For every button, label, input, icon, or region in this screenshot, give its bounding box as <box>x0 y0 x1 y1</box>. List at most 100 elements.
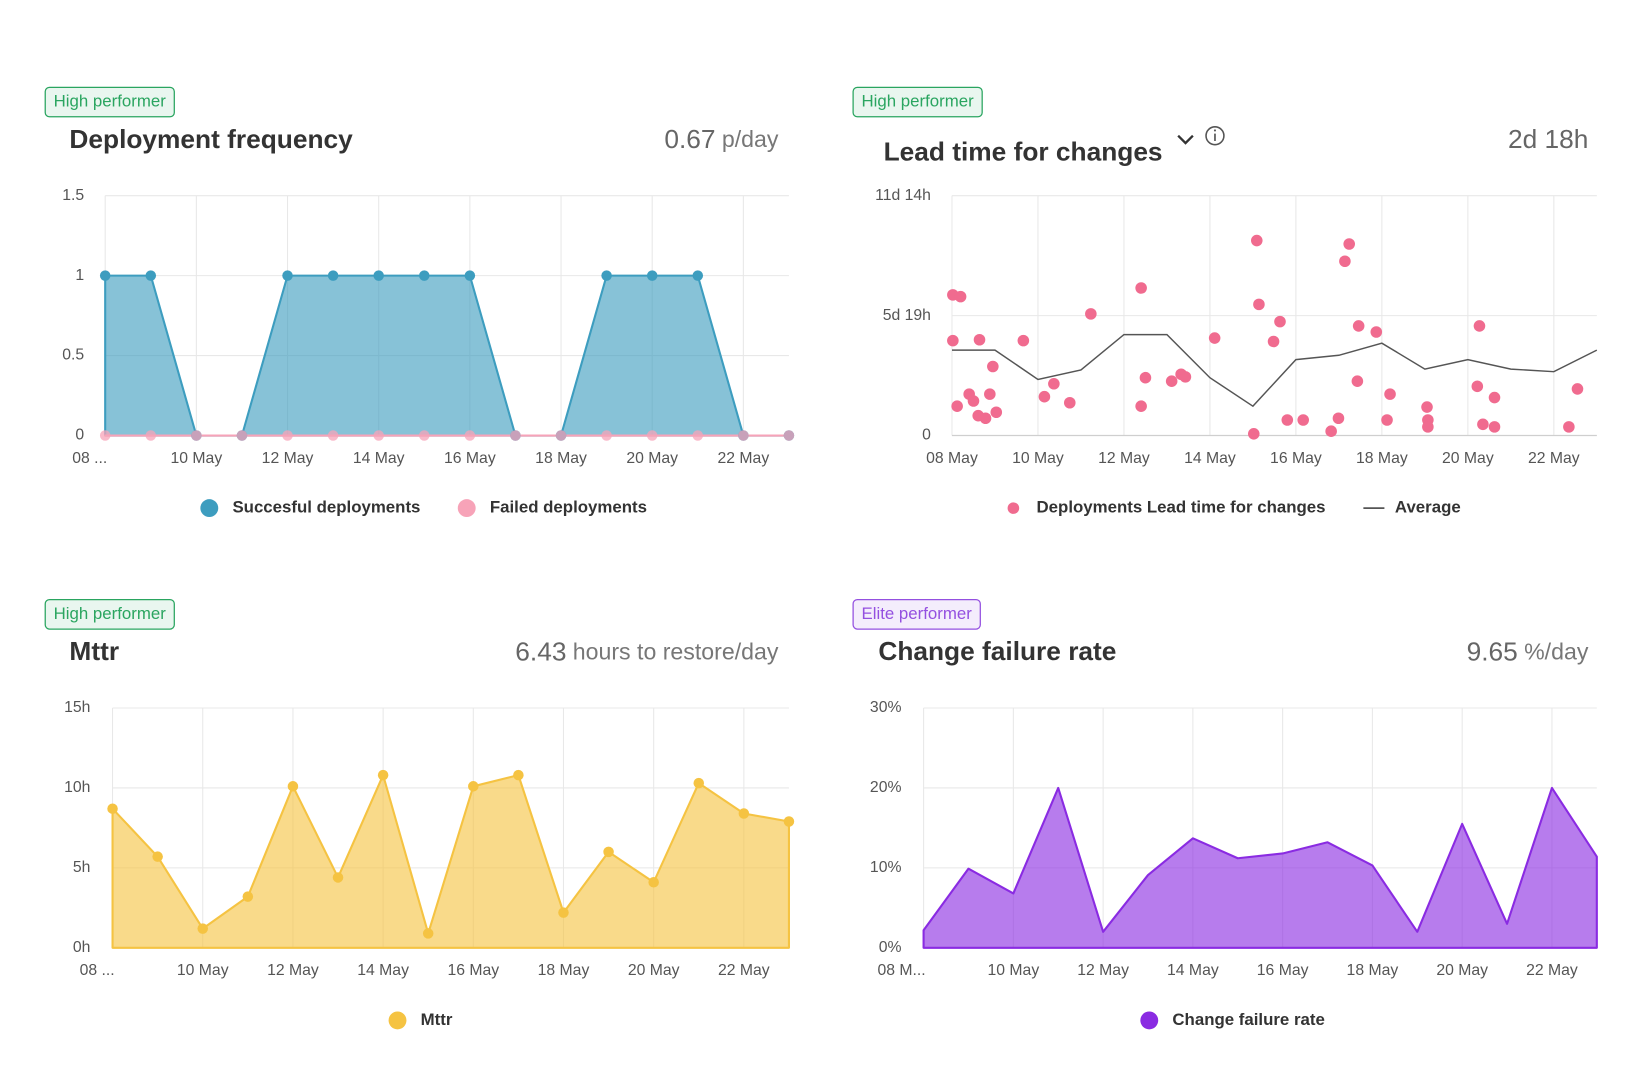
point <box>1325 425 1337 437</box>
point <box>692 430 704 441</box>
point <box>951 400 963 412</box>
x-tick-label: 22 May <box>718 450 770 467</box>
point <box>1471 380 1484 393</box>
point <box>287 781 299 792</box>
summary-value: 6.43 <box>515 636 566 666</box>
legend-marker <box>1007 502 1020 514</box>
y-tick-label: 20% <box>870 779 902 796</box>
summary-value: 9.65 <box>1467 636 1518 666</box>
point <box>145 430 157 441</box>
x-tick-label: 08 ... <box>80 962 115 979</box>
chart-panel: High performer Mttr 6.43 hours to restore/d… <box>44 598 795 1030</box>
badge <box>44 86 175 118</box>
point <box>1179 371 1192 383</box>
summary-unit: p/day <box>722 126 779 152</box>
point <box>1247 428 1260 440</box>
point <box>558 907 569 918</box>
summary-value: 0.67 <box>664 124 715 154</box>
x-tick-label: 20 May <box>626 450 678 467</box>
point <box>738 430 749 441</box>
chart-title: Lead time for changes <box>884 137 1163 167</box>
point <box>648 876 659 888</box>
x-tick-label: 10 May <box>1012 450 1064 467</box>
y-tick-label: 0% <box>879 939 902 956</box>
point <box>692 270 704 281</box>
x-tick-label: 12 May <box>1077 962 1129 979</box>
x-tick-label: 16 May <box>1257 962 1309 979</box>
point <box>1139 371 1152 384</box>
point <box>99 430 111 441</box>
x-tick-label: 20 May <box>628 962 680 979</box>
point <box>601 270 612 281</box>
point <box>1063 396 1076 409</box>
x-tick-label: 12 May <box>262 450 314 467</box>
point <box>1488 391 1501 404</box>
point <box>954 290 967 303</box>
x-tick-label: 16 May <box>1270 450 1322 467</box>
badge <box>852 86 983 118</box>
point <box>601 430 612 441</box>
point <box>510 430 521 441</box>
y-tick-label: 15h <box>64 699 90 716</box>
point <box>1571 383 1584 395</box>
point <box>603 846 614 858</box>
point <box>1135 282 1147 294</box>
x-tick-label: 22 May <box>1528 450 1580 467</box>
point <box>1477 418 1489 431</box>
point <box>1473 320 1486 332</box>
chart-title: Change failure rate <box>878 636 1116 666</box>
point <box>1038 390 1051 403</box>
chart-panel: High performer Lead time for changes 2d 18… <box>852 86 1598 517</box>
y-tick-label: 0 <box>922 427 931 444</box>
point <box>555 430 567 441</box>
info-icon[interactable] <box>1205 125 1225 146</box>
legend-item: Average <box>1363 498 1461 517</box>
legend-item: Change failure rate <box>1140 1010 1325 1030</box>
summary-unit: %/day <box>1524 638 1589 664</box>
y-tick-label: 30% <box>870 699 902 716</box>
legend-label: Succesful deployments <box>232 498 420 517</box>
legend-item: Failed deployments <box>457 498 647 518</box>
point <box>464 430 476 441</box>
legend-item: Deployments Lead time for changes <box>1007 498 1326 517</box>
dropdown-chevron[interactable] <box>1177 134 1194 145</box>
point <box>1488 421 1501 433</box>
legend-label: Change failure rate <box>1172 1010 1324 1029</box>
x-tick-label: 10 May <box>177 962 229 979</box>
x-tick-label: 18 May <box>538 962 590 979</box>
y-tick-label: 10h <box>64 779 90 796</box>
x-tick-label: 08 May <box>926 450 978 467</box>
y-tick-label: 0.5 <box>62 347 84 364</box>
point <box>1351 375 1364 387</box>
point <box>1085 308 1097 320</box>
point <box>1017 334 1030 347</box>
x-tick-label: 16 May <box>444 450 496 467</box>
average-line <box>951 333 1598 408</box>
badge-label: High performer <box>54 604 167 623</box>
point <box>1250 234 1263 247</box>
point <box>332 872 344 883</box>
legend-item: Mttr <box>388 1010 453 1030</box>
area <box>111 774 790 949</box>
y-tick-label: 1 <box>75 267 84 284</box>
badge-label: High performer <box>54 92 167 111</box>
summary: 0.67 p/day <box>664 124 778 154</box>
badge-label: High performer <box>862 92 975 111</box>
point <box>1332 412 1345 425</box>
x-tick-label: 18 May <box>1347 962 1399 979</box>
point <box>242 891 254 902</box>
x-tick-label: 10 May <box>171 450 223 467</box>
x-tick-label: 22 May <box>718 962 770 979</box>
point <box>1267 335 1280 348</box>
area <box>922 786 1598 949</box>
legend-label: Mttr <box>421 1010 453 1029</box>
point <box>422 928 434 939</box>
point <box>967 395 980 407</box>
chart-panel: High performer Deployment frequency 0.67 p/… <box>44 86 795 518</box>
x-tick-label: 14 May <box>1167 962 1219 979</box>
point <box>1563 421 1575 433</box>
point <box>1339 255 1351 268</box>
x-tick-label: 20 May <box>1436 962 1488 979</box>
point <box>973 333 986 346</box>
